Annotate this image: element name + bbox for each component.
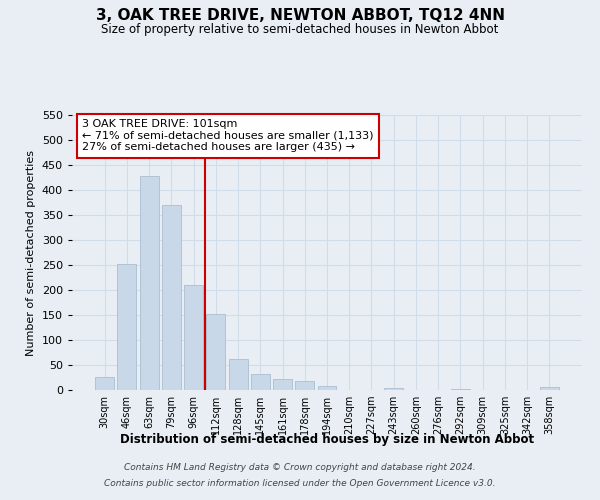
Bar [206,314,225,390]
Bar [162,205,181,390]
Text: Size of property relative to semi-detached houses in Newton Abbot: Size of property relative to semi-detach… [101,22,499,36]
Bar [118,264,136,390]
Text: 3, OAK TREE DRIVE, NEWTON ABBOT, TQ12 4NN: 3, OAK TREE DRIVE, NEWTON ABBOT, TQ12 4N… [95,8,505,22]
Bar [95,377,114,390]
Bar [251,374,270,390]
Text: Distribution of semi-detached houses by size in Newton Abbot: Distribution of semi-detached houses by … [120,432,534,446]
Bar [384,388,403,390]
Bar [229,358,248,390]
Bar [273,378,292,390]
Y-axis label: Number of semi-detached properties: Number of semi-detached properties [26,150,36,356]
Bar [184,285,203,390]
Bar [140,176,158,390]
Text: Contains public sector information licensed under the Open Government Licence v3: Contains public sector information licen… [104,478,496,488]
Bar [451,388,470,390]
Bar [317,386,337,390]
Text: 3 OAK TREE DRIVE: 101sqm
← 71% of semi-detached houses are smaller (1,133)
27% o: 3 OAK TREE DRIVE: 101sqm ← 71% of semi-d… [82,119,374,152]
Text: Contains HM Land Registry data © Crown copyright and database right 2024.: Contains HM Land Registry data © Crown c… [124,464,476,472]
Bar [540,387,559,390]
Bar [295,380,314,390]
